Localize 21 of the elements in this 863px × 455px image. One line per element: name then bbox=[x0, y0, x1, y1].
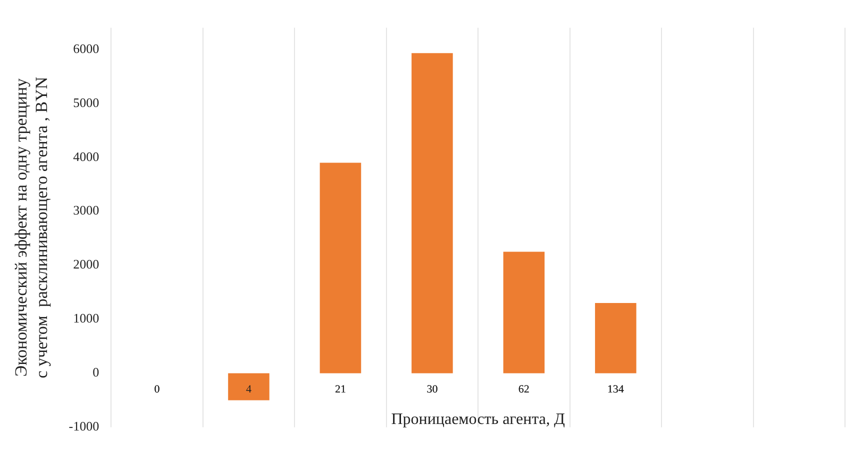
x-tick-label: 30 bbox=[426, 384, 438, 396]
bar bbox=[595, 303, 636, 374]
y-tick-label: 6000 bbox=[73, 40, 100, 56]
x-tick-label: 21 bbox=[334, 384, 346, 396]
bar bbox=[412, 53, 453, 374]
bar bbox=[228, 373, 270, 400]
x-tick-label: 62 bbox=[518, 384, 530, 396]
x-tick-label: 4 bbox=[246, 384, 252, 396]
y-axis-title: Экономический эффект на одну трещину с учетом расклинивающего агента , BYN bbox=[12, 76, 52, 378]
y-tick-label: 5000 bbox=[73, 94, 100, 110]
x-axis-title: Проницаемость агента, Д bbox=[391, 411, 565, 428]
y-tick-label: 3000 bbox=[73, 202, 100, 218]
y-tick-label: 0 bbox=[92, 364, 100, 380]
bar bbox=[503, 252, 545, 374]
y-tick-label: 2000 bbox=[73, 256, 100, 272]
x-tick-label: 134 bbox=[607, 384, 624, 396]
bar bbox=[320, 162, 362, 374]
x-tick-label: 0 bbox=[154, 384, 160, 396]
y-tick-label: -1000 bbox=[68, 418, 100, 434]
y-tick-label: 1000 bbox=[73, 310, 100, 326]
y-tick-label: 4000 bbox=[73, 148, 100, 164]
